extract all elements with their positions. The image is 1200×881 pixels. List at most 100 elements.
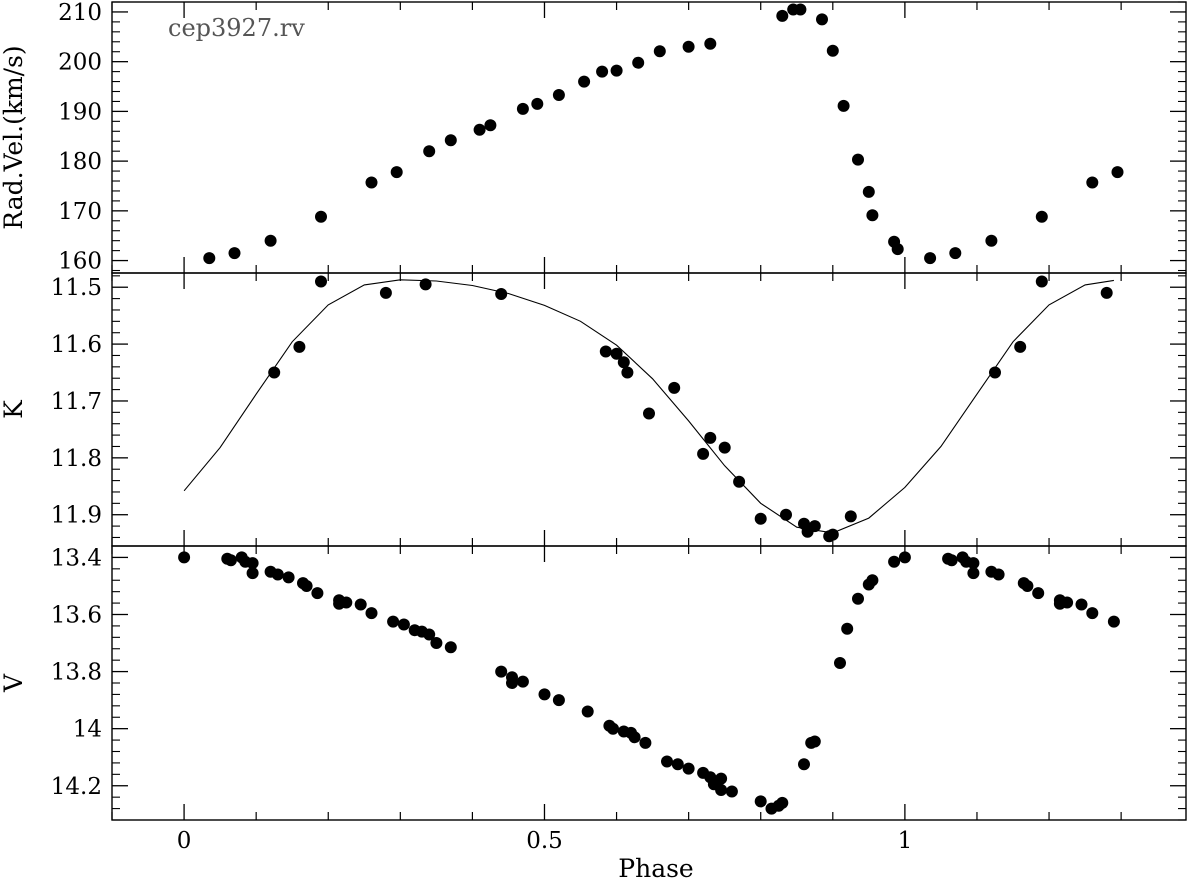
star-id-annotation: cep3927.rv (168, 14, 305, 42)
rv-y-tick-label: 180 (58, 149, 102, 175)
v-data-point (661, 755, 673, 768)
v-data-point (1086, 607, 1099, 620)
v-data-point (607, 722, 619, 735)
rv-data-point (531, 97, 544, 110)
v-panel: 13.4 13.6 13.8 14 14.2 V (0, 545, 1187, 821)
v-y-tick-label: 14.2 (51, 774, 102, 800)
rv-data-point (203, 252, 216, 265)
rv-data-point (653, 45, 666, 58)
v-data-point (639, 736, 652, 749)
k-data-point (1014, 340, 1027, 353)
v-data-point (808, 735, 821, 748)
v-data-point (354, 598, 367, 611)
rv-data-point (552, 89, 565, 101)
k-data-point (495, 288, 508, 300)
k-data-point (268, 366, 281, 379)
k-data-point (754, 512, 767, 525)
v-data-point (852, 592, 864, 605)
v-y-tick-label: 13.4 (51, 545, 102, 571)
rv-data-point (632, 56, 645, 69)
v-data-point (387, 615, 400, 628)
v-data-point (246, 567, 259, 580)
rv-data-point (682, 40, 695, 53)
v-data-point (300, 580, 313, 592)
v-data-point (1061, 596, 1074, 609)
k-y-tick-label: 11.9 (51, 503, 102, 529)
rv-data-point (1111, 166, 1124, 179)
v-y-tick-label: 13.8 (51, 660, 102, 686)
rv-y-tick-label: 190 (58, 99, 102, 125)
x-tick-label: 0 (177, 828, 192, 854)
k-data-point (989, 366, 1001, 379)
v-data-point (967, 557, 980, 570)
rv-data-point (578, 75, 591, 88)
rv-y-tick-label: 200 (58, 50, 102, 76)
rv-data-point (315, 210, 327, 223)
v-data-point (945, 554, 958, 567)
v-data-point (866, 574, 879, 587)
k-data-point (610, 347, 623, 360)
k-data-point (780, 508, 792, 521)
rv-data-point (444, 134, 457, 147)
x-tick-label: 0.5 (526, 828, 563, 854)
k-data-point (599, 345, 612, 358)
k-y-tick-label: 11.8 (51, 446, 102, 472)
v-data-point (682, 762, 695, 775)
k-data-point (621, 366, 634, 379)
rv-data-point (837, 99, 850, 112)
k-y-tick-label: 11.6 (51, 332, 102, 358)
k-data-point (1035, 275, 1048, 288)
rv-data-point (516, 102, 529, 115)
k-data-point (293, 340, 306, 353)
v-data-point (246, 557, 259, 570)
rv-data-point (228, 247, 241, 260)
v-data-point (506, 677, 518, 689)
v-data-point (365, 607, 378, 620)
v-data-point (581, 705, 594, 718)
v-data-point (444, 641, 457, 654)
rv-y-axis-title: Rad.Vel.(km/s) (0, 45, 28, 229)
rv-data-point (862, 185, 875, 198)
v-data-point (1075, 598, 1088, 611)
rv-data-point (794, 3, 807, 16)
rv-data-point (365, 176, 378, 189)
rv-data-point (852, 153, 864, 166)
rv-y-tick-label: 210 (58, 0, 102, 26)
v-data-point (715, 772, 728, 785)
v-data-point (1107, 615, 1120, 628)
v-data-point (495, 665, 508, 678)
rv-data-point (816, 13, 828, 26)
k-model-curve (183, 279, 1114, 534)
rv-data-point (264, 234, 277, 247)
k-data-point (808, 520, 821, 533)
rv-data-point (924, 252, 937, 265)
rv-data-point (610, 64, 623, 77)
v-data-point (1032, 587, 1045, 600)
v-data-point (834, 657, 846, 669)
v-data-point (841, 622, 854, 635)
v-data-point (224, 554, 237, 567)
k-y-tick-label: 11.7 (51, 389, 102, 415)
v-data-point (340, 596, 353, 609)
k-data-point (826, 528, 839, 541)
v-data-point (992, 568, 1005, 581)
k-data-point (668, 381, 681, 394)
x-tick-label: 1 (898, 828, 913, 854)
v-data-point (430, 637, 443, 649)
v-data-point (538, 688, 551, 701)
rv-data-point (985, 234, 998, 247)
k-y-tick-label: 11.5 (51, 275, 102, 301)
k-data-point (643, 407, 655, 420)
k-y-axis-title: K (0, 399, 28, 419)
v-y-tick-label: 13.6 (51, 603, 102, 629)
k-data-point (617, 356, 630, 369)
v-data-point (798, 758, 810, 771)
rv-data-point (949, 247, 962, 260)
v-data-point (967, 567, 980, 580)
rv-data-point (891, 243, 904, 256)
v-data-point (725, 785, 738, 798)
rv-data-point (423, 145, 436, 158)
k-data-point (379, 286, 392, 299)
v-y-tick-label: 14 (73, 717, 102, 743)
